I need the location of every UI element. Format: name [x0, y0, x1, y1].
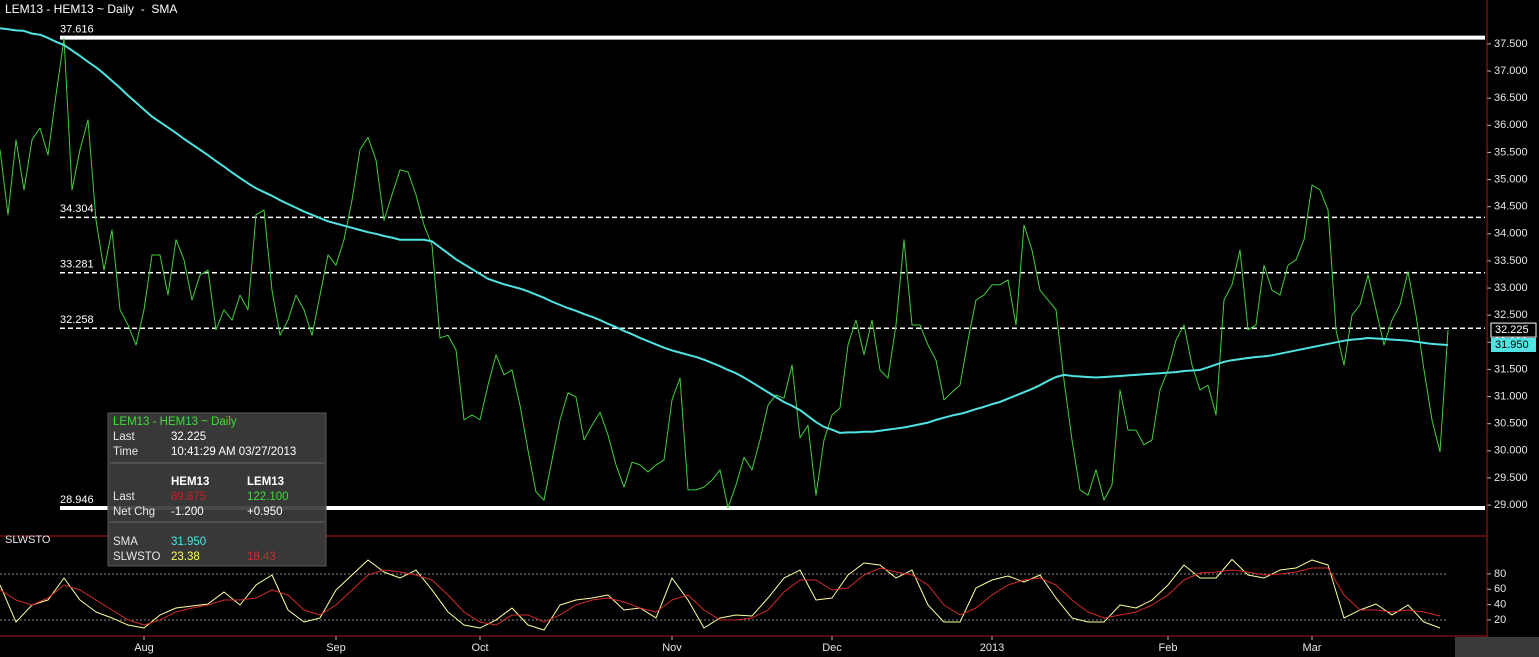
panel: 20 40 60 80 Aug Sep Oct Nov Dec 2013 Feb Mar: [0, 558, 1506, 654]
y-tick-label: 60: [1494, 583, 1506, 595]
tooltip-label: Time: [113, 446, 138, 458]
tooltip-value: 89.875: [171, 491, 206, 503]
tooltip-value: 10:41:29 AM 03/27/2013: [171, 446, 296, 458]
x-tick-label: Dec: [822, 642, 842, 654]
corner-box: [1455, 637, 1539, 657]
tooltip-label: SMA: [113, 536, 138, 548]
level-label: 37.616: [60, 24, 94, 36]
tooltip-column: LEM13: [247, 476, 284, 488]
series-line: [0, 558, 1441, 631]
series-line: [0, 27, 1449, 434]
y-tick-label: 80: [1494, 568, 1506, 580]
value-tag: [1491, 338, 1536, 353]
x-tick-label: 2013: [980, 642, 1004, 654]
tooltip-value: 32.225: [171, 431, 206, 443]
x-tick-label: Oct: [471, 642, 488, 654]
y-tick-label: 30.500: [1494, 418, 1528, 430]
tooltip-value: +0.950: [247, 506, 283, 518]
y-tick-label: 40: [1494, 599, 1506, 611]
tooltip-label: SLWSTO: [113, 551, 161, 563]
data-tooltip: LEM13 - HEM13 ~ Daily Last 32.225 Time 1…: [107, 412, 327, 567]
plot-area: 29.00029.50030.00030.50031.00031.50032.0…: [0, 24, 1537, 654]
level-label: 28.946: [60, 494, 94, 506]
chart-title: LEM13 - HEM13 ~ Daily - SMA: [5, 2, 177, 16]
tooltip-column: HEM13: [171, 476, 209, 488]
x-tick-label: Mar: [1303, 642, 1322, 654]
y-tick-label: 30.000: [1494, 445, 1528, 457]
x-tick-label: Feb: [1159, 642, 1178, 654]
y-tick-label: 32.500: [1494, 309, 1528, 321]
tooltip-box: [107, 412, 327, 567]
y-tick-label: 34.000: [1494, 228, 1528, 240]
tooltip-value: 18.43: [247, 551, 276, 563]
value-tag-label: 32.225: [1495, 324, 1529, 336]
value-tag: [1490, 322, 1537, 338]
y-tick-label: 35.000: [1494, 173, 1528, 185]
level-label: 33.281: [60, 259, 94, 271]
value-tag-label: 31.950: [1495, 339, 1529, 351]
tooltip-title: LEM13 - HEM13 ~ Daily: [113, 416, 237, 428]
y-tick-label: 29.000: [1494, 499, 1528, 511]
y-tick-label: 33.000: [1494, 282, 1528, 294]
tooltip-value: 31.950: [171, 536, 206, 548]
y-tick-label: 36.500: [1494, 92, 1528, 104]
y-tick-label: 35.500: [1494, 146, 1528, 158]
tooltip-value: 23.38: [171, 551, 200, 563]
y-tick-label: 37.500: [1494, 38, 1528, 50]
y-tick-label: 29.500: [1494, 472, 1528, 484]
series-line: [0, 567, 1441, 626]
tooltip-label: Last: [113, 491, 136, 503]
y-tick-label: 31.500: [1494, 363, 1528, 375]
x-tick-label: Aug: [134, 642, 154, 654]
y-tick-label: 36.000: [1494, 119, 1528, 131]
level-label: 34.304: [60, 203, 94, 215]
y-tick-label: 20: [1494, 614, 1506, 626]
level-label: 32.258: [60, 314, 94, 326]
y-tick-label: 34.500: [1494, 201, 1528, 213]
x-tick-label: Sep: [326, 642, 346, 654]
tooltip-label: Net Chg: [113, 506, 155, 518]
panel: 29.00029.50030.00030.50031.00031.50032.0…: [0, 24, 1537, 511]
y-tick-label: 37.000: [1494, 65, 1528, 77]
series-line: [0, 38, 1449, 509]
y-tick-label: 33.500: [1494, 255, 1528, 267]
y-tick-label: 31.000: [1494, 390, 1528, 402]
indicator-title: SLWSTO: [5, 534, 51, 546]
tooltip-value: -1.200: [171, 506, 204, 518]
x-tick-label: Nov: [662, 642, 682, 654]
tooltip-label: Last: [113, 431, 136, 443]
tooltip-value: 122.100: [247, 491, 289, 503]
